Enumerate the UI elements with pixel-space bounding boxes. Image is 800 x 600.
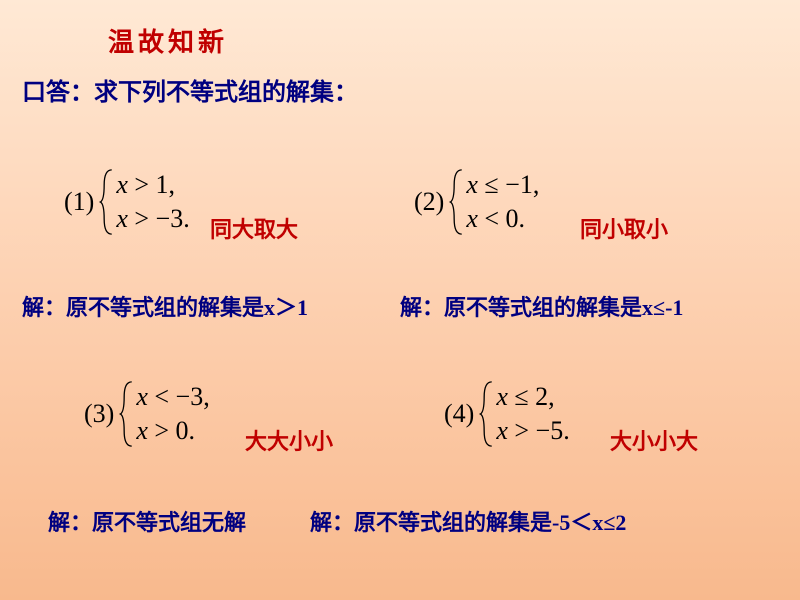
page-title: 温故知新 <box>108 22 228 59</box>
p3-l1-var: x <box>136 382 148 411</box>
p2-l2-var: x <box>466 204 478 233</box>
brace-icon: x ≤ −1, x < 0. <box>448 168 539 236</box>
p2-l1-op: ≤ <box>484 170 498 199</box>
p3-l2-var: x <box>136 416 148 445</box>
problem-2-solution: 解：原不等式组的解集是x≤-1 <box>400 290 683 322</box>
brace-icon: x > 1, x > −3. <box>98 168 189 236</box>
problem-1-number: (1) <box>64 187 94 217</box>
problem-3-mnemonic: 大大小小 <box>245 424 333 456</box>
p2-l2-op: < <box>484 204 499 233</box>
problem-4-mnemonic: 大小小大 <box>610 424 698 456</box>
instruction-text: 口答：求下列不等式组的解集： <box>22 72 358 107</box>
problem-4-solution: 解：原不等式组的解集是-5＜x≤2 <box>310 505 626 537</box>
p1-l2-op: > <box>134 204 149 233</box>
p2-l1-var: x <box>466 170 478 199</box>
problem-2-mnemonic: 同小取小 <box>580 212 668 244</box>
p3-l2-rhs: 0. <box>176 416 196 445</box>
p1-l1-var: x <box>116 170 128 199</box>
p4-l1-rhs: 2, <box>535 382 555 411</box>
problem-1: (1) x > 1, x > −3. <box>64 168 190 236</box>
p3-l2-op: > <box>154 416 169 445</box>
brace-icon: x < −3, x > 0. <box>118 380 209 448</box>
problem-3-solution: 解：原不等式组无解 <box>48 505 246 537</box>
p1-l1-op: > <box>134 170 149 199</box>
p3-l1-op: < <box>154 382 169 411</box>
p3-l1-rhs: −3, <box>176 382 210 411</box>
problem-4-number: (4) <box>444 399 474 429</box>
problem-2-number: (2) <box>414 187 444 217</box>
p1-l1-rhs: 1, <box>156 170 176 199</box>
p4-l1-op: ≤ <box>514 382 528 411</box>
p1-l2-rhs: −3. <box>156 204 190 233</box>
problem-3-number: (3) <box>84 399 114 429</box>
brace-icon: x ≤ 2, x > −5. <box>478 380 569 448</box>
problem-1-solution: 解：原不等式组的解集是x＞1 <box>22 290 308 322</box>
p4-l2-var: x <box>496 416 508 445</box>
problem-3: (3) x < −3, x > 0. <box>84 380 210 448</box>
problem-2: (2) x ≤ −1, x < 0. <box>414 168 539 236</box>
p2-l1-rhs: −1, <box>505 170 539 199</box>
problem-4: (4) x ≤ 2, x > −5. <box>444 380 570 448</box>
p1-l2-var: x <box>116 204 128 233</box>
problem-1-mnemonic: 同大取大 <box>210 212 298 244</box>
p4-l1-var: x <box>496 382 508 411</box>
p4-l2-rhs: −5. <box>536 416 570 445</box>
p4-l2-op: > <box>514 416 529 445</box>
p2-l2-rhs: 0. <box>506 204 526 233</box>
